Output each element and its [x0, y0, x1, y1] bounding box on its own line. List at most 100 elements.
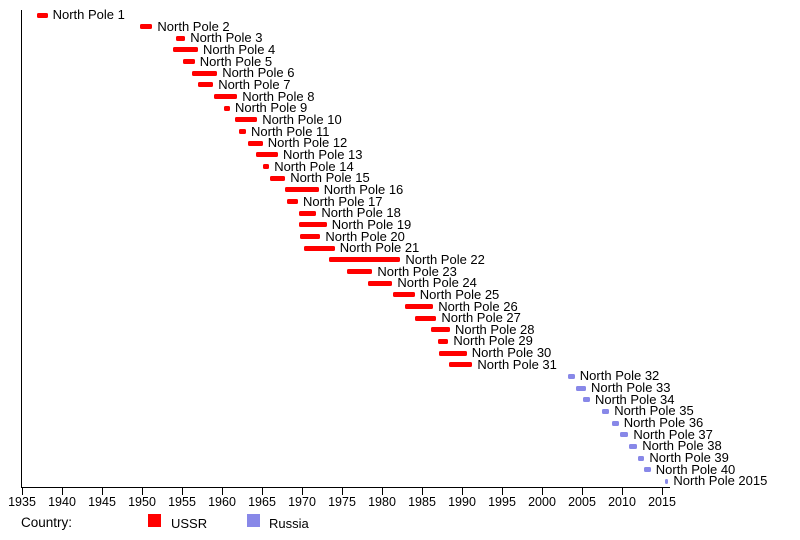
axis-tick-label: 1990	[448, 495, 476, 509]
station-label: North Pole 32	[579, 368, 660, 384]
station-bar	[602, 408, 610, 414]
axis-tick-label: 1935	[8, 495, 36, 509]
station-bar	[238, 129, 246, 135]
axis-tick	[181, 488, 183, 495]
station-label: North Pole 24	[397, 275, 477, 291]
station-bar	[285, 187, 319, 193]
station-bar	[576, 385, 586, 391]
station-bar	[173, 47, 198, 53]
axis-tick-label: 1940	[48, 495, 76, 509]
station-bar	[638, 455, 645, 461]
station-label: North Pole 16	[323, 181, 404, 197]
y-axis-line	[21, 10, 23, 487]
station-bar	[346, 269, 373, 275]
station-bar	[368, 280, 393, 286]
station-label: North Pole 31	[477, 356, 557, 372]
station-label: North Pole 30	[471, 345, 552, 361]
station-label: North Pole 36	[623, 415, 704, 431]
axis-tick-label: 1945	[88, 495, 116, 509]
station-label: North Pole 39	[649, 450, 729, 466]
station-bar	[224, 105, 230, 111]
station-bar	[644, 467, 651, 473]
station-label: North Pole 7	[218, 76, 291, 92]
axis-tick	[421, 488, 423, 495]
station-label: North Pole 25	[419, 286, 500, 302]
axis-tick	[221, 488, 223, 495]
axis-tick-label: 2010	[608, 495, 636, 509]
station-label: North Pole 23	[377, 263, 457, 279]
station-bar	[262, 164, 270, 170]
station-bar	[582, 397, 590, 403]
axis-tick	[301, 488, 303, 495]
station-label: North Pole 13	[283, 146, 363, 162]
axis-tick-label: 1980	[368, 495, 396, 509]
axis-tick-label: 1985	[408, 495, 436, 509]
station-bar	[234, 117, 258, 123]
station-bar	[182, 59, 195, 65]
axis-tick-label: 1955	[168, 495, 196, 509]
station-bar	[449, 362, 473, 368]
station-label: North Pole 6	[222, 65, 295, 81]
station-bar	[620, 432, 629, 438]
station-label: North Pole 9	[235, 100, 308, 116]
station-bar	[214, 94, 238, 100]
axis-tick	[101, 488, 103, 495]
x-axis-line	[21, 487, 670, 489]
axis-tick	[261, 488, 263, 495]
legend-swatch-russia-icon	[247, 514, 260, 527]
axis-tick-label: 2000	[528, 495, 556, 509]
axis-tick	[541, 488, 543, 495]
station-label: North Pole 10	[262, 111, 342, 127]
station-label: North Pole 1	[52, 7, 125, 22]
station-bar	[665, 478, 669, 484]
station-bar	[430, 327, 450, 333]
station-bar	[405, 304, 434, 309]
station-bar	[612, 420, 619, 426]
axis-tick	[501, 488, 503, 495]
station-label: North Pole 11	[251, 123, 330, 139]
station-label: North Pole 37	[633, 426, 713, 442]
station-bar	[140, 24, 153, 30]
station-label: North Pole 5	[199, 53, 273, 69]
station-label: North Pole 33	[591, 380, 671, 396]
station-label: North Pole 4	[203, 41, 276, 57]
station-bar	[256, 152, 278, 158]
axis-tick-label: 2015	[648, 495, 676, 509]
axis-tick-label: 1995	[488, 495, 516, 509]
station-label: North Pole 40	[655, 461, 736, 477]
station-label: North Pole 2015	[673, 473, 768, 489]
station-bar	[298, 210, 317, 216]
axis-tick	[61, 488, 63, 495]
legend-label-russia: Russia	[269, 516, 309, 531]
station-label: North Pole 27	[441, 310, 521, 326]
station-label: North Pole 22	[405, 251, 485, 267]
axis-tick-label: 2005	[568, 495, 596, 509]
axis-tick-label: 1960	[208, 495, 236, 509]
station-bar	[248, 140, 263, 146]
station-bar	[304, 245, 335, 251]
station-label: North Pole 29	[453, 333, 533, 349]
legend-label-ussr: USSR	[171, 516, 208, 531]
axis-tick-label: 1965	[248, 495, 276, 509]
legend-title: Country:	[21, 515, 73, 530]
axis-tick	[581, 488, 583, 495]
station-bar	[438, 350, 467, 356]
station-bar	[568, 373, 575, 379]
station-label: North Pole 14	[274, 158, 354, 174]
axis-tick	[381, 488, 383, 495]
station-bar	[286, 199, 298, 205]
station-bar	[329, 257, 401, 263]
station-label: North Pole 8	[242, 88, 315, 104]
station-bar	[192, 70, 218, 76]
station-label: North Pole 15	[290, 170, 370, 186]
axis-tick-label: 1970	[288, 495, 316, 509]
axis-tick	[341, 488, 343, 495]
station-label: North Pole 28	[455, 321, 535, 337]
station-label: North Pole 20	[325, 228, 405, 244]
station-label: North Pole 3	[190, 30, 263, 46]
axis-tick	[461, 488, 463, 495]
station-label: North Pole 17	[303, 193, 383, 209]
station-bar	[393, 292, 415, 298]
station-bar	[300, 234, 321, 240]
